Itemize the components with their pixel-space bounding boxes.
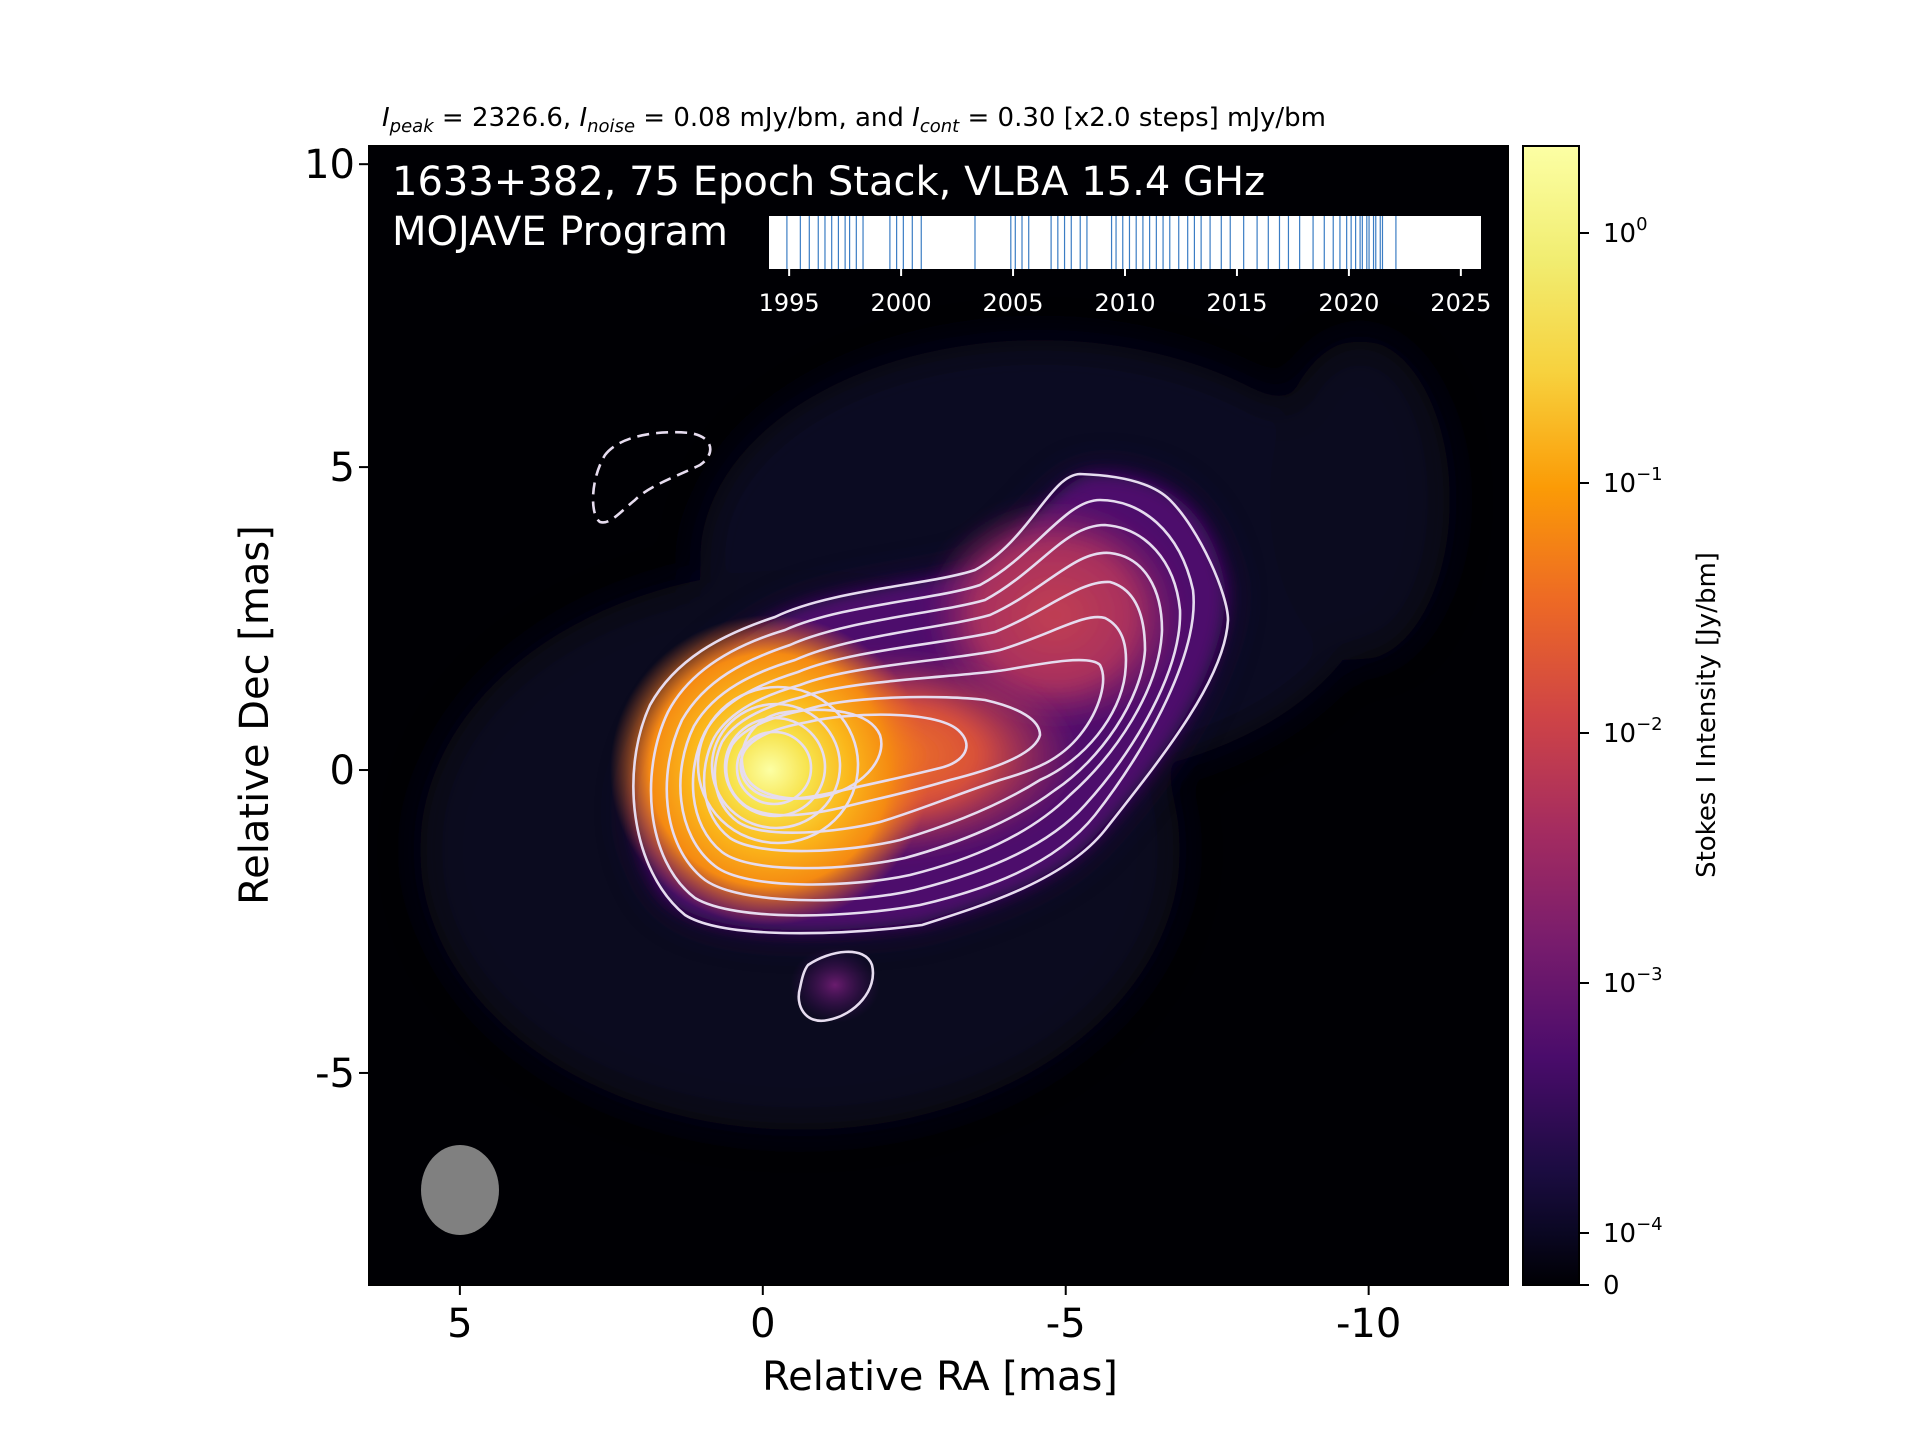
contour-5	[691, 580, 1147, 870]
contour-7	[713, 658, 1105, 834]
epoch-tick-label-2: 2005	[983, 289, 1044, 317]
contour-3	[665, 523, 1182, 902]
y-tick-label-0: 10	[304, 142, 355, 188]
contours	[591, 430, 1230, 1023]
beam-ellipse	[421, 1145, 499, 1235]
epoch-tick-label-1: 2000	[871, 289, 932, 317]
x-tick-label-2: -5	[1046, 1301, 1086, 1347]
epoch-inset-background	[769, 216, 1481, 269]
colorbar-ticks: 100 10−1 10−2 10−3 10−4 0	[1579, 214, 1663, 1301]
x-tick-label-0: 5	[447, 1301, 472, 1347]
y-tick-label-2: 0	[330, 748, 355, 794]
annotation-line2: MOJAVE Program	[392, 209, 728, 255]
y-axis: 10 5 0 -5	[304, 142, 369, 1097]
y-axis-label: Relative Dec [mas]	[232, 525, 278, 905]
contour-2	[649, 498, 1195, 917]
contour-4	[679, 551, 1164, 886]
y-tick-label-1: 5	[330, 445, 355, 491]
x-tick-label-1: 0	[750, 1301, 775, 1347]
colorbar-tick-label-1: 10−1	[1603, 464, 1663, 499]
epoch-tick-label-6: 2025	[1430, 289, 1491, 317]
image-plot: 1633+382, 75 Epoch Stack, VLBA 15.4 GHz …	[369, 146, 1508, 1285]
core-emission	[610, 615, 930, 925]
contour-10	[740, 708, 883, 800]
x-axis-label: Relative RA [mas]	[762, 1354, 1118, 1400]
colorbar-gradient	[1522, 145, 1580, 1286]
annotation-line1: 1633+382, 75 Epoch Stack, VLBA 15.4 GHz	[392, 159, 1265, 205]
epoch-tick-label-4: 2015	[1206, 289, 1267, 317]
epoch-tick-label-3: 2010	[1094, 289, 1155, 317]
contour-13	[723, 716, 827, 818]
x-tick-label-3: -10	[1336, 1301, 1401, 1347]
y-tick-label-3: -5	[315, 1051, 355, 1097]
colorbar-label: Stokes I Intensity [Jy/bm]	[1692, 552, 1722, 878]
chart-title: Ipeak = 2326.6, Inoise = 0.08 mJy/bm, an…	[382, 103, 1326, 137]
plot-frame	[368, 145, 1509, 1286]
colorbar-tick-label-4: 10−4	[1603, 1214, 1663, 1249]
epoch-ticks: 1995 2000 2005 2010 2015 2020 2025	[759, 269, 1491, 317]
contour-knot	[797, 950, 875, 1023]
colorbar: 100 10−1 10−2 10−3 10−4 0 Stokes I Intensity …	[1522, 145, 1722, 1301]
contour-14	[735, 730, 813, 806]
contour-negative	[591, 430, 712, 524]
colorbar-tick-label-5: 0	[1603, 1271, 1620, 1301]
colorbar-tick-label-0: 100	[1603, 214, 1648, 249]
contour-outer	[632, 472, 1230, 935]
epoch-lines	[786, 216, 1397, 269]
contour-8	[724, 695, 1042, 817]
contour-12	[710, 702, 842, 830]
x-axis: 5 0 -5 -10	[447, 1285, 1401, 1347]
epoch-tick-label-5: 2020	[1318, 289, 1379, 317]
epoch-tick-label-0: 1995	[759, 289, 820, 317]
colorbar-tick-label-2: 10−2	[1603, 714, 1663, 749]
epoch-inset: 1995 2000 2005 2010 2015 2020 2025	[759, 216, 1491, 317]
contour-11	[696, 685, 860, 845]
contour-6	[702, 615, 1128, 853]
colorbar-tick-label-3: 10−3	[1603, 964, 1663, 999]
